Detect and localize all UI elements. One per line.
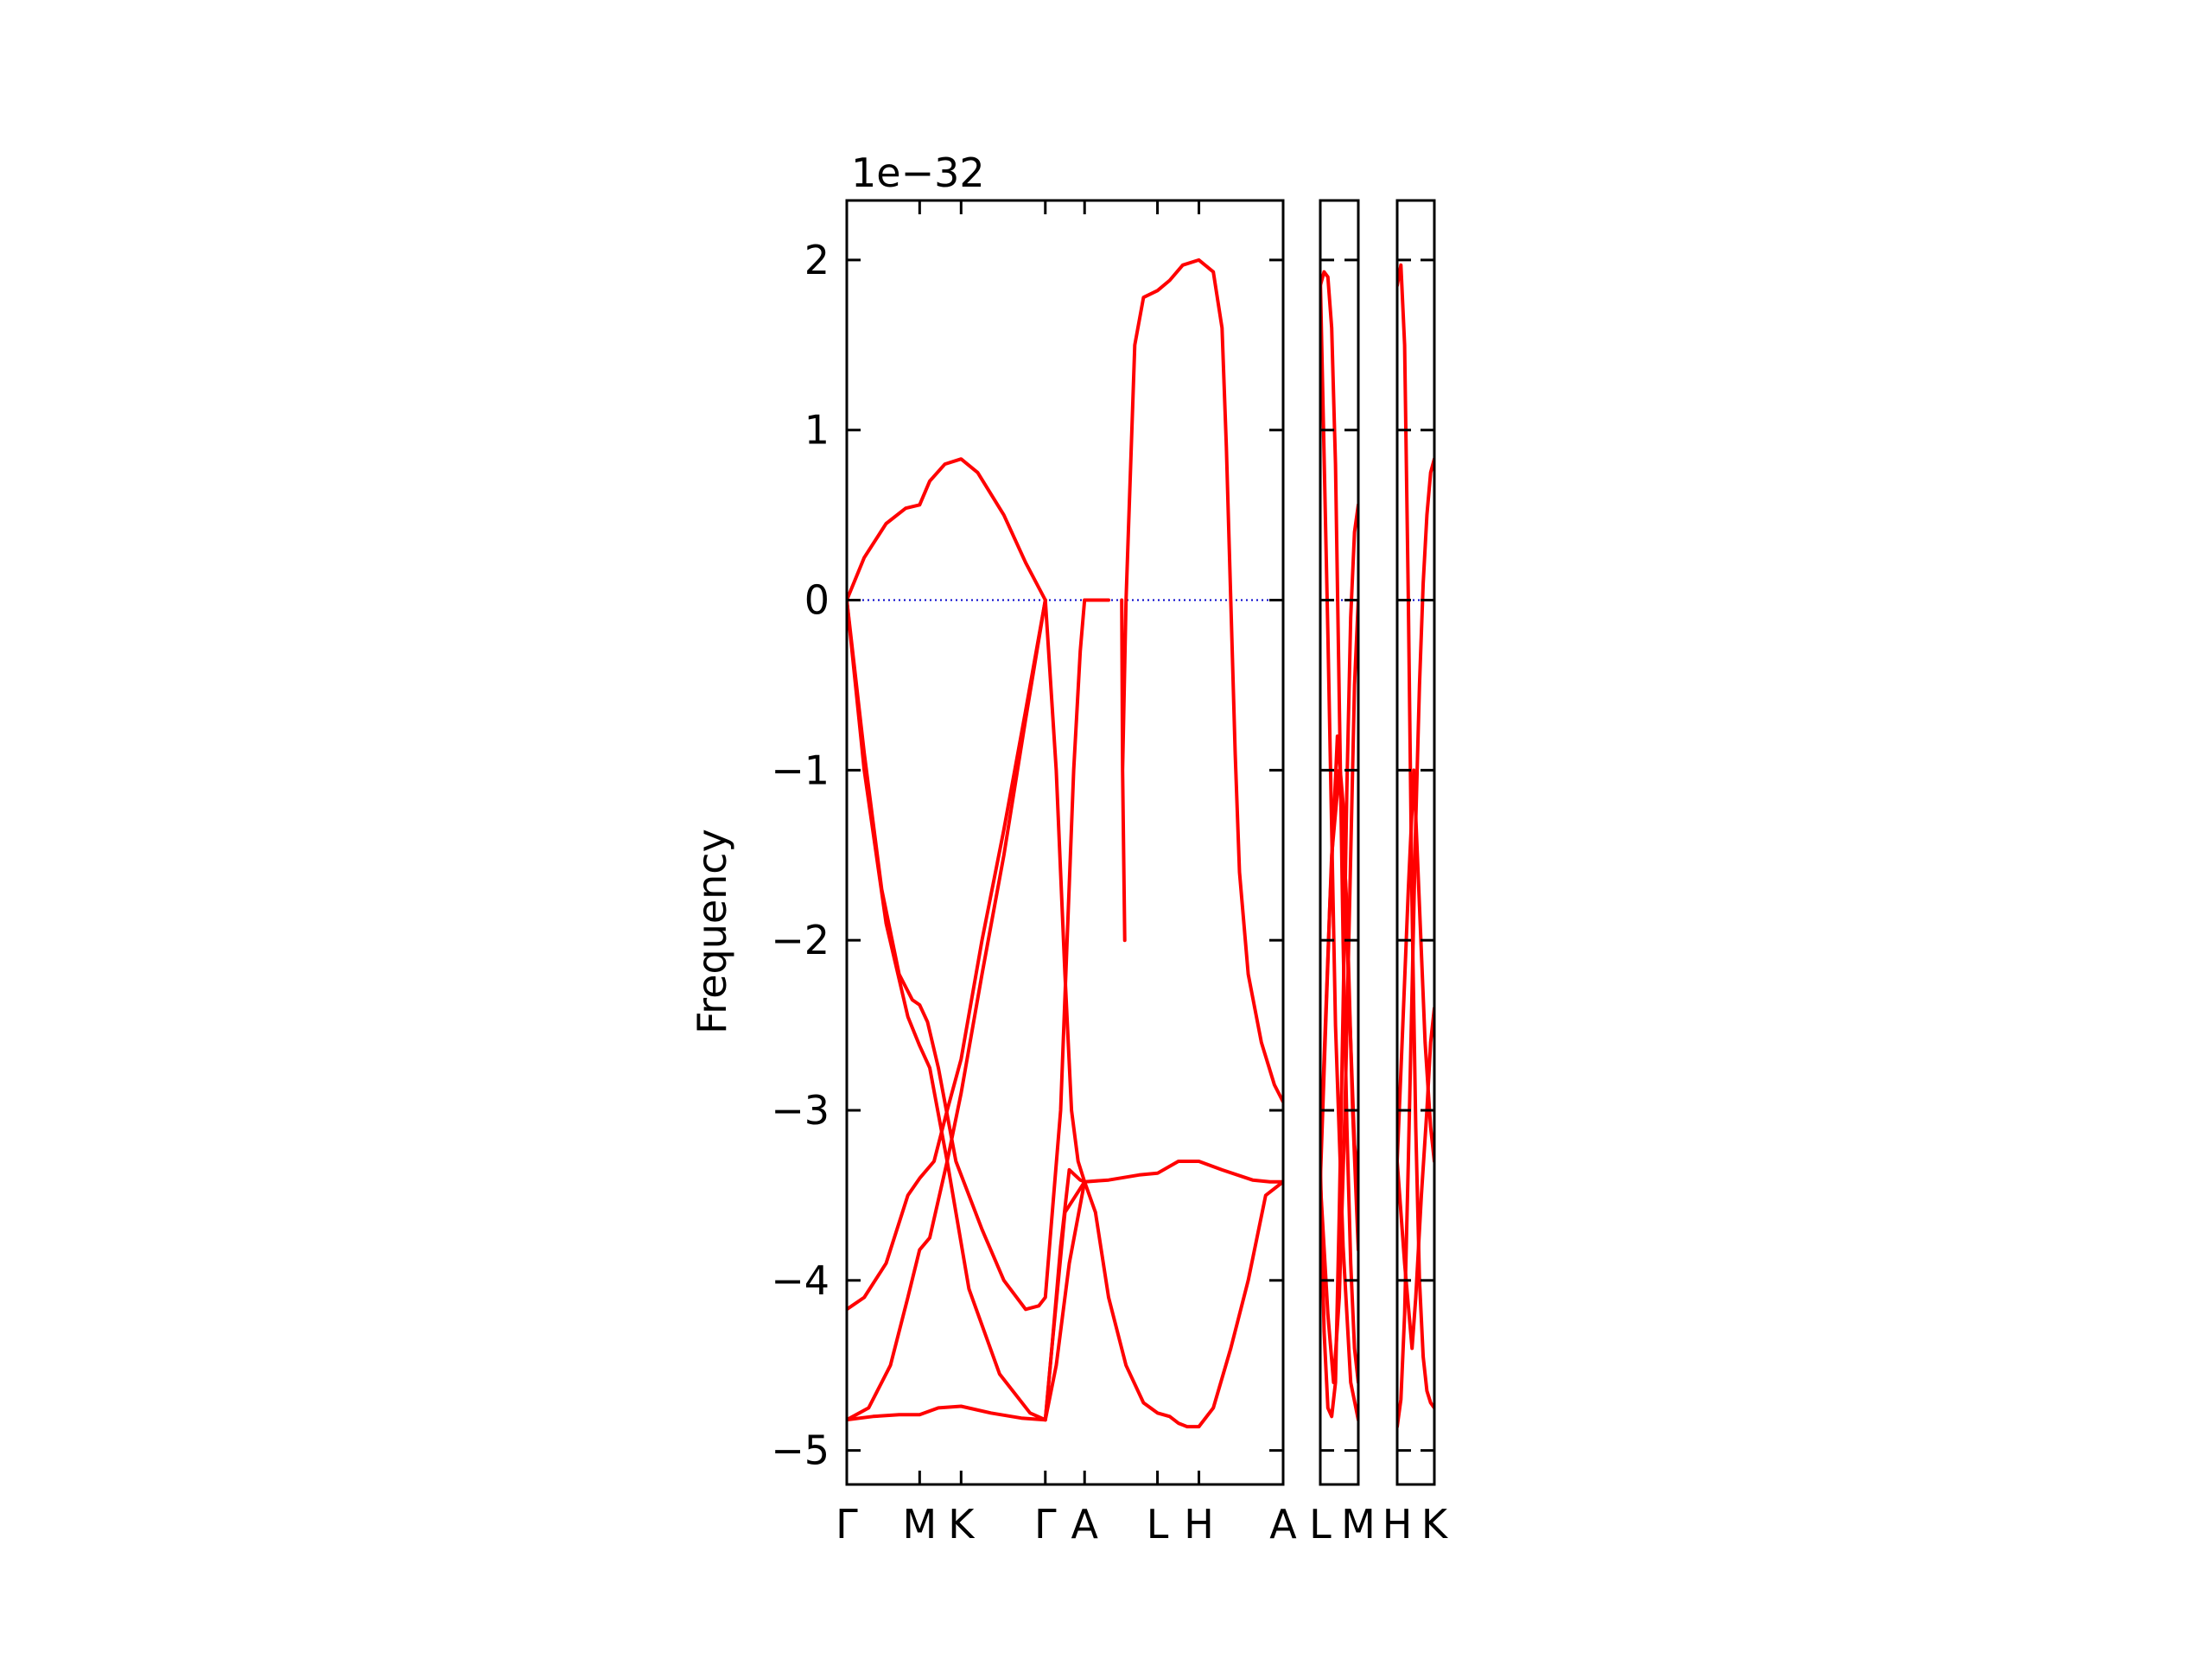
y-axis-label: Frequency: [689, 829, 735, 1034]
x-tick-label: H: [1382, 1501, 1413, 1548]
band-line: [1120, 257, 1283, 1104]
x-tick-label: Γ: [836, 1501, 858, 1548]
band-line: [1320, 270, 1358, 1384]
x-tick-label: K: [948, 1501, 976, 1548]
panel-data: [847, 257, 1283, 1429]
offset-text: 1e−32: [851, 149, 985, 196]
band-line: [847, 457, 1047, 602]
x-tick-label: L: [1147, 1501, 1169, 1548]
x-tick-label: A: [1071, 1501, 1098, 1548]
y-tick-label: 0: [804, 577, 830, 624]
band-line: [1320, 768, 1358, 1252]
y-tick-label: −2: [771, 917, 830, 963]
x-tick-label: K: [1421, 1501, 1449, 1548]
band-line: [1397, 768, 1434, 1163]
band-line: [1320, 598, 1358, 1384]
panel-frame: [845, 199, 1285, 1486]
band-line: [1397, 263, 1434, 1410]
x-tick-label: M: [902, 1501, 937, 1548]
x-tick-label: A: [1269, 1501, 1297, 1548]
band-line: [1083, 1179, 1283, 1429]
y-tick-label: −4: [771, 1257, 830, 1304]
y-tick-label: −3: [771, 1087, 830, 1134]
band-line: [1043, 1179, 1087, 1422]
band-line: [847, 598, 1087, 1312]
x-tick-label: H: [1184, 1501, 1214, 1548]
y-tick-label: 1: [804, 407, 830, 454]
band-line: [847, 598, 1047, 1422]
band-line: [847, 1179, 1087, 1422]
y-tick-label: 2: [804, 237, 830, 283]
panel-data: [1397, 263, 1434, 1429]
band-line: [1397, 1006, 1434, 1351]
y-tick-label: −5: [771, 1427, 830, 1474]
x-tick-label: M: [1341, 1501, 1376, 1548]
panel-frame: [1319, 199, 1360, 1486]
x-tick-label: Γ: [1034, 1501, 1057, 1548]
band-line: [847, 598, 1087, 1312]
panel-data: [1320, 270, 1358, 1422]
y-tick-label: −1: [771, 747, 830, 793]
band-line: [1320, 503, 1358, 1419]
x-tick-label: L: [1309, 1501, 1332, 1548]
panel-frame: [1395, 199, 1436, 1486]
